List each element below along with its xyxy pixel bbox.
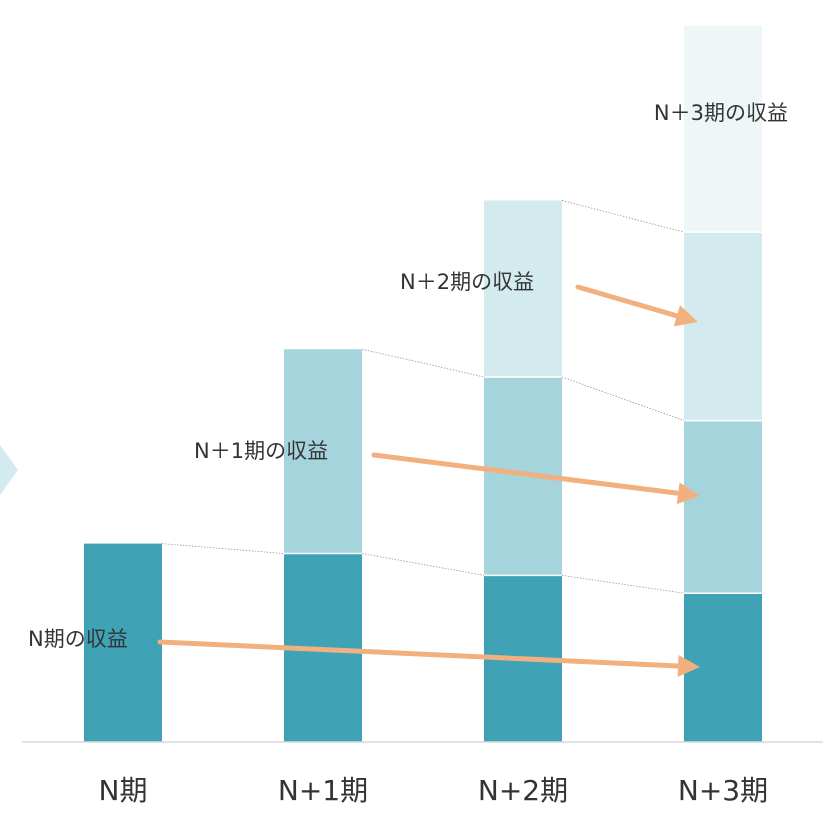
bar-segment-3-1 (684, 420, 762, 594)
arrow-2 (575, 284, 698, 327)
x-tick-label: N+1期 (278, 774, 368, 807)
connector-line-1-0 (361, 553, 485, 576)
connector-line-2-2 (561, 200, 685, 233)
connector-line-0-0 (161, 543, 285, 554)
bar-segment-1-1 (284, 349, 362, 554)
connector-line-2-0 (561, 574, 685, 594)
arrow-1 (371, 452, 700, 505)
x-tick-label: N+3期 (678, 774, 768, 807)
annotation-label-3: N＋3期の収益 (654, 101, 788, 125)
bar-segment-2-2 (484, 200, 562, 377)
x-tick-label: N期 (99, 774, 148, 807)
annotation-label-1: N＋1期の収益 (194, 439, 328, 463)
arrow-0 (157, 639, 700, 677)
annotation-label-2: N＋2期の収益 (400, 270, 534, 294)
connector-line-2-1 (561, 376, 685, 422)
left-chevron-shape (0, 445, 18, 495)
bar-segment-3-3 (684, 25, 762, 233)
connector-line-1-1 (361, 348, 485, 378)
annotation-label-0: N期の収益 (28, 627, 128, 651)
bar-segment-0-0 (84, 543, 162, 742)
bar-segment-3-2 (684, 232, 762, 421)
x-tick-label: N+2期 (478, 774, 568, 807)
